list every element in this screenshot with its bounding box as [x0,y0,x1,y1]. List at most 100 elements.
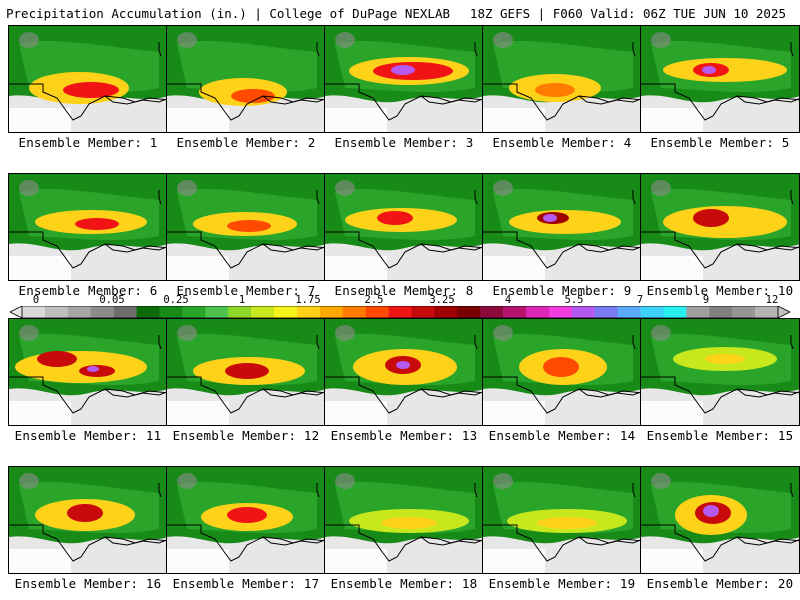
ensemble-map-panel[interactable] [8,173,168,281]
ensemble-member-label: Ensemble Member: 17 [172,576,320,591]
ensemble-map-panel[interactable] [482,318,642,426]
no-precip-area [325,401,387,425]
colorbar-segment [548,306,573,318]
gray-precip-area [19,473,39,489]
border-line [316,483,320,498]
gray-precip-area [651,325,671,341]
border-line [632,42,636,57]
ensemble-map-panel[interactable] [8,466,168,574]
no-precip-area [167,549,229,573]
precip-maximum [87,366,99,372]
ensemble-map-panel[interactable] [8,318,168,426]
ensemble-map-panel[interactable] [166,318,326,426]
precip-map [9,26,167,132]
green-precip-area [177,41,317,93]
colorbar-tick-label: 1.75 [295,294,321,306]
colorbar-segment [159,306,183,318]
colorbar-segment [503,306,527,318]
coastline-line [104,243,167,253]
coastline-line [420,243,483,253]
colorbar-segment [571,306,596,318]
colorbar-tick-label: 5.5 [564,294,584,306]
ensemble-member-label: Ensemble Member: 1 [18,135,158,150]
ensemble-member-label: Ensemble Member: 10 [646,283,794,298]
precip-maximum [225,363,269,379]
precip-map [483,319,641,425]
gray-precip-area [651,180,671,196]
no-precip-area [641,401,703,425]
ensemble-map-panel[interactable] [166,466,326,574]
colorbar-strip [10,306,790,318]
precip-map [483,467,641,573]
colorbar-tick-label: 0.25 [163,294,189,306]
ensemble-map-panel[interactable] [640,318,800,426]
colorbar-segment [251,306,275,318]
ensemble-map-panel[interactable] [482,466,642,574]
precip-map [9,467,167,573]
precip-map [167,319,325,425]
colorbar-segment [434,306,458,318]
coastline-line [262,243,325,253]
ensemble-map-panel[interactable] [324,318,484,426]
colorbar-segment [388,306,412,318]
ensemble-map-panel[interactable] [166,25,326,133]
ensemble-map-panel[interactable] [324,173,484,281]
no-precip-area [9,256,71,280]
ensemble-map-panel[interactable] [324,466,484,574]
colorbar-segment [342,306,366,318]
colorbar-segment [90,306,114,318]
ensemble-member-label: Ensemble Member: 12 [172,428,320,443]
precip-map [9,174,167,280]
gray-precip-area [651,32,671,48]
ensemble-map-panel[interactable] [8,25,168,133]
ensemble-member-label: Ensemble Member: 16 [14,576,162,591]
precip-maximum [377,211,413,225]
precip-maximum [702,66,716,74]
colorbar-segment [526,306,550,318]
precip-maximum [227,507,267,523]
colorbar-segment [296,306,321,318]
ensemble-member-label: Ensemble Member: 8 [334,283,474,298]
border-line [316,42,320,57]
no-precip-area [483,108,545,132]
colorbar-segment [274,306,298,318]
precip-maximum [396,361,410,369]
ensemble-member-label: Ensemble Member: 19 [488,576,636,591]
precip-maximum [75,218,119,230]
border-line [316,190,320,205]
precip-map [325,174,483,280]
no-precip-area [9,549,71,573]
colorbar-segment [663,306,687,318]
border-line [474,335,478,350]
ensemble-map-panel[interactable] [640,466,800,574]
ensemble-member-label: Ensemble Member: 2 [176,135,316,150]
no-precip-area [325,549,387,573]
no-precip-area [167,401,229,425]
colorbar-segment [640,306,664,318]
no-precip-area [641,549,703,573]
border-line [474,190,478,205]
precip-maximum [705,354,745,364]
ensemble-member-label: Ensemble Member: 14 [488,428,636,443]
ensemble-map-panel[interactable] [482,173,642,281]
precip-map [167,174,325,280]
border-line [790,190,794,205]
ensemble-member-label: Ensemble Member: 13 [330,428,478,443]
ensemble-map-panel[interactable] [166,173,326,281]
coastline-line [578,536,641,546]
colorbar-segment [205,306,229,318]
colorbar-segment [67,306,92,318]
gray-precip-area [335,325,355,341]
ensemble-map-panel[interactable] [640,173,800,281]
gray-precip-area [651,473,671,489]
precip-maximum [67,504,103,522]
precip-map [325,319,483,425]
gray-precip-area [493,325,513,341]
ensemble-member-label: Ensemble Member: 18 [330,576,478,591]
border-line [158,42,162,57]
precip-map [483,174,641,280]
ensemble-map-panel[interactable] [482,25,642,133]
ensemble-map-panel[interactable] [640,25,800,133]
coastline-line [104,95,167,105]
ensemble-map-panel[interactable] [324,25,484,133]
